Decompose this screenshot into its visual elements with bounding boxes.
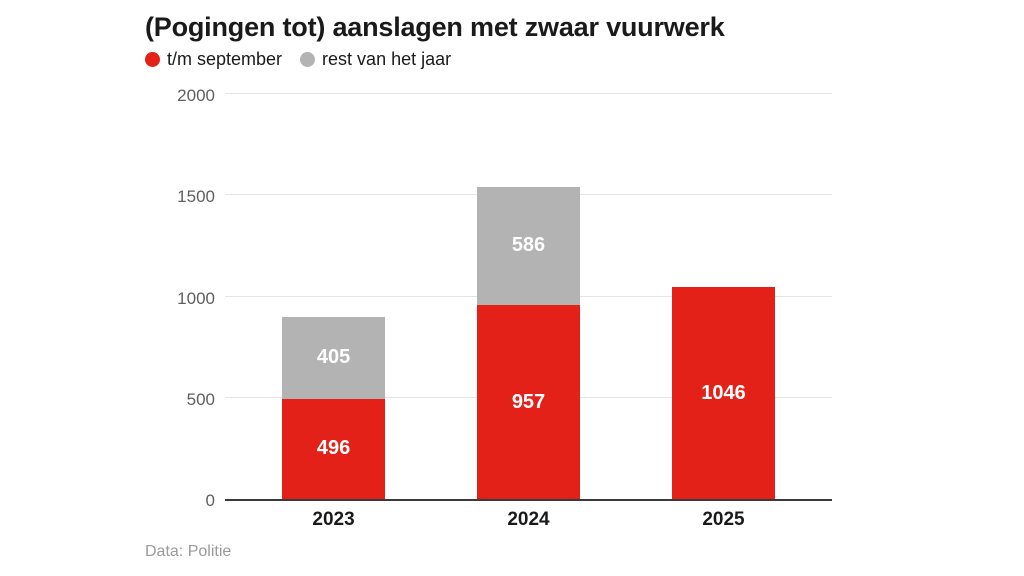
bar-2023: 496 405 (282, 94, 386, 499)
bar-value-label: 496 (316, 437, 351, 460)
data-source: Data: Politie (145, 543, 232, 560)
legend-item-tm-september: t/m september (145, 49, 282, 70)
bar-segment: 957 (477, 305, 580, 499)
legend-label: rest van het jaar (322, 49, 452, 69)
bar-segment: 496 (282, 398, 386, 499)
legend-dot-red-icon (145, 52, 160, 67)
y-tick-label: 1500 (177, 187, 215, 207)
plot-area: 496 405 2023 957 586 2024 1046 2025 (225, 93, 832, 530)
bar-value-label: 1046 (701, 381, 746, 404)
bar-value-label: 405 (316, 346, 351, 369)
legend: t/m september rest van het jaar (145, 49, 451, 70)
bar-value-label: 957 (511, 390, 546, 413)
chart-title: (Pogingen tot) aanslagen met zwaar vuurw… (145, 12, 725, 42)
bar-2024: 957 586 (477, 94, 580, 499)
bar-segment: 586 (477, 186, 580, 306)
y-tick-label: 2000 (177, 86, 215, 105)
x-tick-label: 2025 (702, 509, 745, 530)
y-axis-labels: 0 500 1000 1500 2000 (0, 86, 215, 510)
y-tick-label: 0 (205, 491, 215, 510)
bar-value-label: 586 (511, 234, 546, 257)
legend-dot-gray-icon (300, 52, 316, 67)
gridline (225, 93, 832, 94)
x-tick-label: 2024 (507, 509, 550, 530)
x-tick-label: 2023 (312, 509, 355, 530)
legend-label: t/m september (167, 49, 283, 69)
bar-2025: 1046 (671, 94, 775, 499)
bar-segment: 1046 (671, 287, 775, 499)
bar-segment: 405 (282, 316, 386, 399)
y-tick-label: 1000 (177, 288, 215, 308)
legend-item-rest-van-het-jaar: rest van het jaar (300, 49, 451, 70)
y-tick-label: 500 (186, 389, 215, 409)
